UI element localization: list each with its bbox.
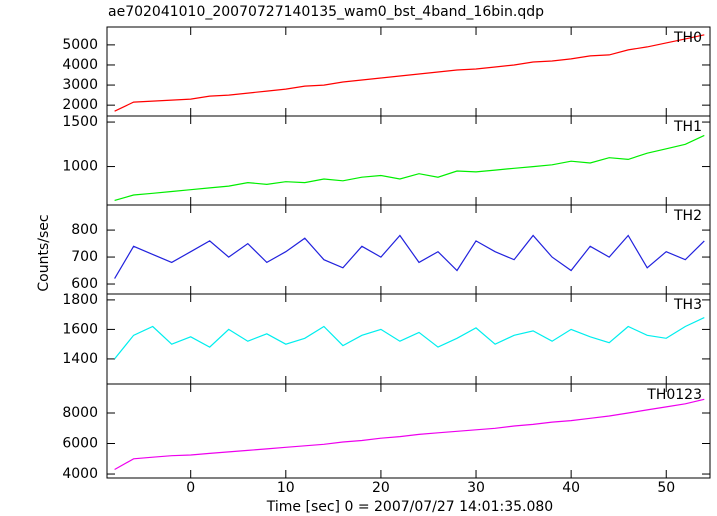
x-tick-label: 0 xyxy=(186,480,195,496)
y-tick-label: 1000 xyxy=(62,159,98,175)
series-label: TH0 xyxy=(673,30,702,46)
y-tick-label: 3000 xyxy=(62,77,98,93)
series-label: TH0123 xyxy=(646,387,702,403)
y-tick-label: 600 xyxy=(71,276,98,292)
data-line xyxy=(114,234,705,279)
panel-frame xyxy=(106,293,711,385)
panel-frame xyxy=(106,115,711,206)
y-axis-label: Counts/sec xyxy=(36,214,52,291)
x-tick-label: 10 xyxy=(277,480,295,496)
data-line xyxy=(114,398,705,471)
data-line xyxy=(114,317,705,360)
x-tick-label: 50 xyxy=(657,480,675,496)
panel-frame xyxy=(106,383,711,479)
panel-frame xyxy=(106,26,711,117)
y-tick-label: 1400 xyxy=(62,351,98,367)
y-tick-label: 8000 xyxy=(62,405,98,421)
chart-title: ae702041010_20070727140135_wam0_bst_4ban… xyxy=(108,4,544,20)
y-tick-label: 1500 xyxy=(62,114,98,130)
y-tick-label: 2000 xyxy=(62,97,98,113)
y-tick-label: 5000 xyxy=(62,37,98,53)
data-line xyxy=(114,34,705,112)
x-tick-label: 40 xyxy=(562,480,580,496)
y-tick-label: 1800 xyxy=(62,292,98,308)
y-tick-label: 800 xyxy=(71,222,98,238)
y-tick-label: 700 xyxy=(71,249,98,265)
y-tick-label: 1600 xyxy=(62,321,98,337)
x-tick-label: 20 xyxy=(372,480,390,496)
series-label: TH1 xyxy=(673,119,702,135)
y-tick-label: 6000 xyxy=(62,436,98,452)
y-tick-label: 4000 xyxy=(62,466,98,482)
panel-frame xyxy=(106,204,711,295)
data-line xyxy=(114,134,705,201)
x-tick-label: 30 xyxy=(467,480,485,496)
series-label: TH2 xyxy=(673,208,702,224)
x-axis-label: Time [sec] 0 = 2007/07/27 14:01:35.080 xyxy=(266,499,553,515)
series-label: TH3 xyxy=(673,297,702,313)
y-tick-label: 4000 xyxy=(62,57,98,73)
